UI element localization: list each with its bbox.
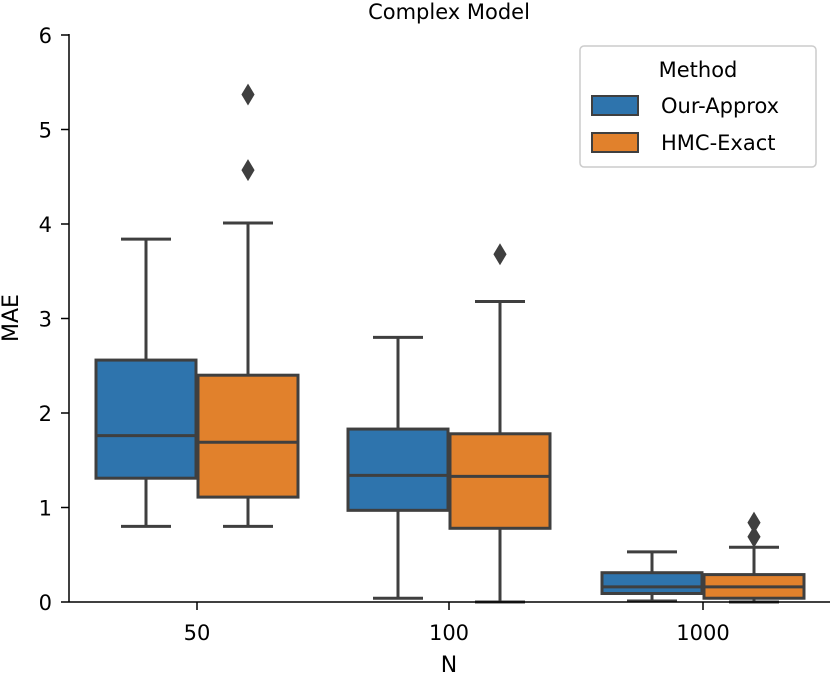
iqr-box <box>600 571 704 595</box>
legend-label-our-approx: Our-Approx <box>661 94 779 118</box>
x-ticks: 50 100 1000 <box>184 602 730 645</box>
legend-swatch-our-approx <box>591 95 639 116</box>
plot-area <box>94 83 806 604</box>
box-our-approx-50 <box>94 237 198 528</box>
iqr-box <box>196 373 300 499</box>
y-tick-label: 6 <box>39 24 52 48</box>
x-tick-label: 100 <box>429 621 469 645</box>
iqr-box <box>346 427 450 512</box>
legend-title: Method <box>659 58 738 82</box>
x-tick-label: 50 <box>184 621 211 645</box>
iqr-box <box>448 432 552 530</box>
outlier-point <box>493 243 507 266</box>
y-ticks: 0 1 2 3 4 5 6 <box>39 24 69 615</box>
box-our-approx-100 <box>346 335 450 600</box>
box-hmc-exact-50 <box>196 83 300 528</box>
box-hmc-exact-100 <box>448 243 552 604</box>
iqr-box <box>94 358 198 480</box>
legend-swatch-hmc-exact <box>591 132 639 153</box>
y-tick-label: 0 <box>39 591 52 615</box>
x-axis-label: N <box>441 653 457 678</box>
outlier-point <box>241 83 255 106</box>
box-our-approx-1000 <box>600 550 704 603</box>
legend-label-hmc-exact: HMC-Exact <box>661 131 776 155</box>
y-tick-label: 3 <box>39 308 52 332</box>
y-tick-label: 2 <box>39 402 52 426</box>
y-tick-label: 5 <box>39 119 52 143</box>
chart-title: Complex Model <box>368 0 530 24</box>
legend: Method Our-Approx HMC-Exact <box>579 45 817 168</box>
x-tick-label: 1000 <box>676 621 729 645</box>
outlier-point <box>747 511 761 534</box>
outlier-point <box>241 159 255 182</box>
y-tick-label: 4 <box>39 213 52 237</box>
y-tick-label: 1 <box>39 497 52 521</box>
y-axis-label: MAE <box>0 294 24 342</box>
outlier-point <box>747 525 761 548</box>
box-hmc-exact-1000 <box>702 511 806 604</box>
